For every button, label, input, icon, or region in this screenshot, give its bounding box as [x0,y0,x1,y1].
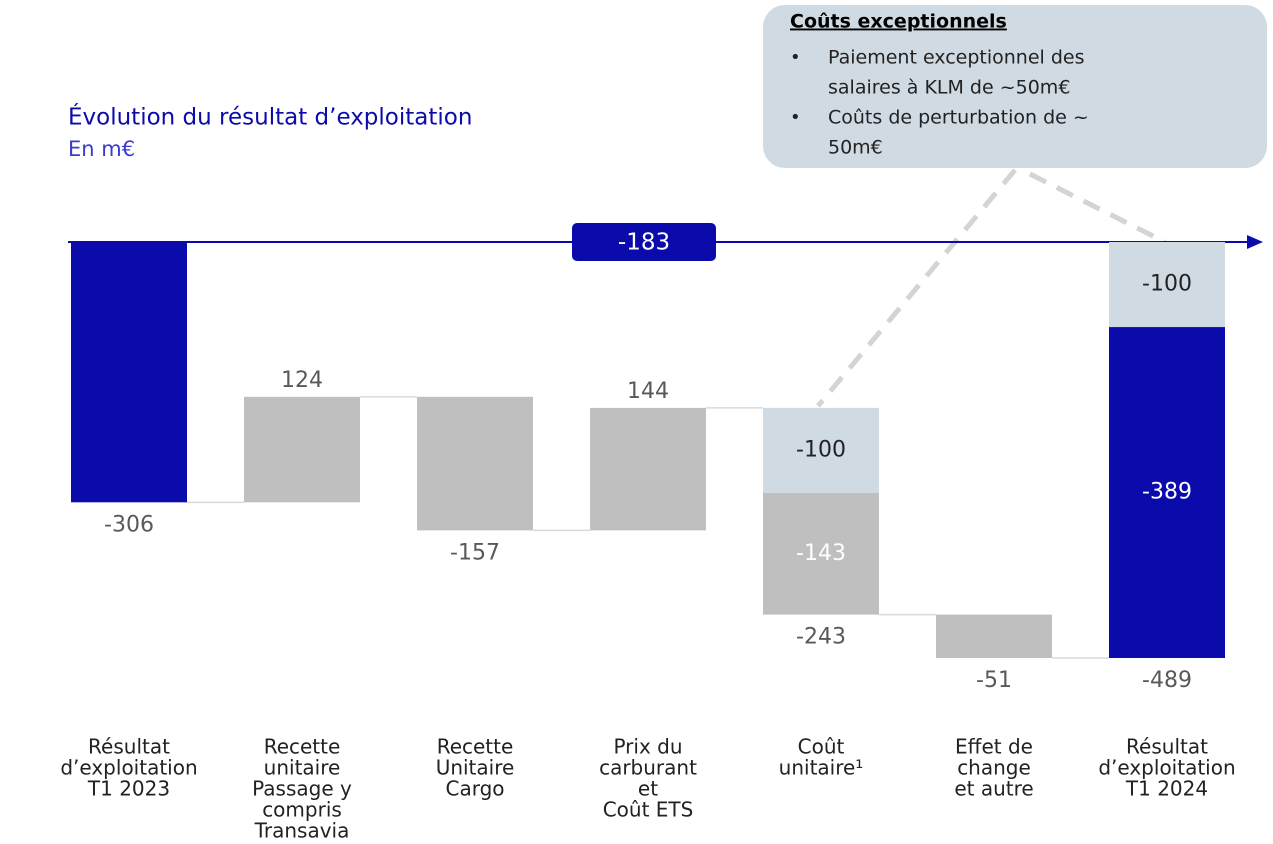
category-label: Coût [798,735,845,759]
category-label: d’exploitation [1098,756,1235,780]
change-box [572,223,716,261]
callout-connector [816,168,1017,408]
value-label: -306 [104,512,154,537]
bar-segment [1109,327,1225,658]
callout-box [763,5,1267,168]
category-label: unitaire [264,756,341,780]
category-label: unitaire¹ [779,756,864,780]
callout-line: 50m€ [828,137,883,159]
category-label: et autre [954,777,1033,801]
category-label: carburant [599,756,697,780]
axis-arrow [1247,235,1263,249]
callout-title: Coûts exceptionnels [790,11,1007,33]
value-label: -243 [796,625,846,650]
value-label: -157 [450,540,500,565]
category-label: T1 2024 [1125,777,1208,801]
category-label: et [638,777,658,801]
segment-label: -143 [796,541,846,566]
bar [244,396,360,503]
callout-connector [1028,171,1167,245]
category-label: Transavia [254,819,350,843]
category-label: Recette [264,735,341,759]
value-label: 144 [627,379,669,404]
category-label: Effet de [955,735,1033,759]
category-label: Passage y [252,777,352,801]
chart-subtitle: En m€ [68,137,135,161]
bar-segment [763,407,879,493]
segment-label: -100 [1142,272,1192,297]
bar-segment [1109,242,1225,328]
category-label: T1 2023 [87,777,170,801]
bar [71,242,187,503]
category-label: compris [262,798,342,822]
bullet-dot: • [790,47,801,68]
bullet-dot: • [790,107,801,128]
callout-line: Coûts de perturbation de ~ [828,107,1089,129]
category-label: Résultat [88,735,170,759]
value-label: -489 [1142,668,1192,693]
category-label: Recette [437,735,514,759]
callout-line: salaires à KLM de ~50m€ [828,77,1070,99]
segment-label: -100 [796,437,846,462]
category-label: change [957,756,1031,780]
category-label: Coût ETS [603,798,694,822]
category-label: Unitaire [436,756,515,780]
category-label: d’exploitation [60,756,197,780]
value-label: -51 [976,668,1012,693]
category-label: Cargo [445,777,504,801]
chart-title: Évolution du résultat d’exploitation [68,103,472,131]
change-label: -183 [618,230,670,256]
segment-label: -389 [1142,480,1192,505]
callout-line: Paiement exceptionnel des [828,47,1085,69]
bar [590,407,706,531]
bar [936,614,1052,658]
bar-segment [763,492,879,615]
value-label: 124 [281,368,323,393]
category-label: Prix du [613,735,682,759]
category-label: Résultat [1126,735,1208,759]
bar [417,396,533,531]
